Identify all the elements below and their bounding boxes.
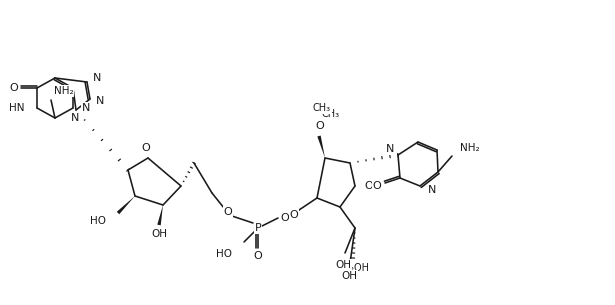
- Text: P: P: [255, 223, 261, 233]
- Text: CH₂OH: CH₂OH: [336, 263, 370, 273]
- Text: N: N: [386, 144, 394, 154]
- Text: O: O: [253, 251, 263, 261]
- Text: O: O: [364, 181, 373, 191]
- Text: O: O: [290, 210, 298, 220]
- Text: N: N: [71, 113, 79, 123]
- Text: O: O: [373, 181, 381, 191]
- Text: O: O: [141, 143, 151, 153]
- Text: OH: OH: [335, 260, 351, 270]
- Text: HO: HO: [216, 249, 232, 259]
- Text: CH₃: CH₃: [321, 109, 339, 119]
- Polygon shape: [317, 135, 325, 158]
- Text: OH: OH: [151, 229, 167, 239]
- Text: O: O: [224, 207, 232, 217]
- Text: HO: HO: [90, 216, 106, 226]
- Text: NH₂: NH₂: [460, 143, 480, 153]
- Text: OH: OH: [341, 271, 357, 281]
- Polygon shape: [157, 205, 163, 225]
- Text: O: O: [10, 83, 18, 93]
- Text: CH₃: CH₃: [313, 103, 331, 113]
- Text: N: N: [96, 96, 105, 106]
- Polygon shape: [117, 196, 135, 214]
- Text: N: N: [428, 185, 437, 195]
- Text: O: O: [315, 121, 324, 131]
- Text: NH₂: NH₂: [54, 86, 74, 96]
- Text: O: O: [280, 213, 290, 223]
- Text: HN: HN: [9, 103, 24, 113]
- Text: N: N: [93, 73, 101, 83]
- Text: N: N: [82, 103, 90, 113]
